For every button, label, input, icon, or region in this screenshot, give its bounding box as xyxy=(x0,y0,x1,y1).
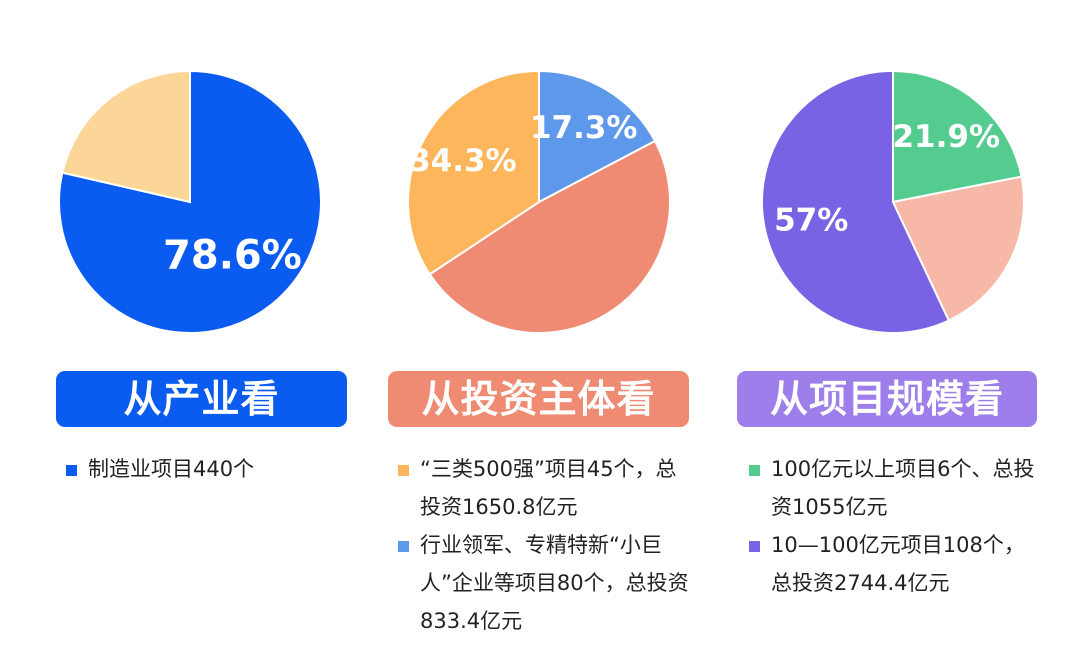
scale-pie-chart: 21.9% 57% xyxy=(761,69,1025,334)
legend-text: 100亿元以上项目6个、总投资1055亿元 xyxy=(771,457,1035,519)
pie-slice xyxy=(892,69,1023,204)
pie-slice-label: 34.3% xyxy=(409,143,517,179)
pie-slice-label: 17.3% xyxy=(530,110,638,146)
industry-pie-chart: 78.6% xyxy=(58,69,322,334)
investor-panel: 17.3% 34.3% 从投资主体看 “三类500强”项目45个，总投资1650.… xyxy=(369,0,709,669)
pie-slice xyxy=(761,69,951,334)
legend-item-top500: “三类500强”项目45个，总投资1650.8亿元 xyxy=(394,450,694,526)
legend-swatch-green xyxy=(749,465,760,476)
scale-notes: 100亿元以上项目6个、总投资1055亿元 10—100亿元项目108个，总投资… xyxy=(745,450,1045,602)
pie-slice xyxy=(407,69,540,276)
pie-slice xyxy=(891,175,1025,322)
industry-panel: 78.6% 从产业看 制造业项目440个 xyxy=(20,0,360,669)
legend-item-little-giant: 行业领军、专精特新“小巨人”企业等项目80个，总投资833.4亿元 xyxy=(394,526,694,640)
investor-pie-chart: 17.3% 34.3% xyxy=(407,69,671,334)
legend-swatch-blue xyxy=(66,465,77,476)
legend-item-over-100: 100亿元以上项目6个、总投资1055亿元 xyxy=(745,450,1045,526)
scale-panel: 21.9% 57% 从项目规模看 100亿元以上项目6个、总投资1055亿元 10… xyxy=(723,0,1063,669)
legend-item-manufacturing: 制造业项目440个 xyxy=(62,450,362,488)
industry-title-banner: 从产业看 xyxy=(56,371,347,427)
industry-notes: 制造业项目440个 xyxy=(62,450,362,488)
legend-item-10-100: 10—100亿元项目108个，总投资2744.4亿元 xyxy=(745,526,1045,602)
legend-text: “三类500强”项目45个，总投资1650.8亿元 xyxy=(420,457,677,519)
legend-text: 制造业项目440个 xyxy=(88,457,255,481)
investor-title-banner: 从投资主体看 xyxy=(388,371,689,427)
pie-slice-label: 57% xyxy=(774,202,848,238)
scale-title-banner: 从项目规模看 xyxy=(737,371,1037,427)
pie-slice-label: 78.6% xyxy=(163,232,302,278)
pie-slice-label: 21.9% xyxy=(892,119,1000,155)
legend-swatch-orange xyxy=(398,465,409,476)
pie-slice xyxy=(428,139,671,334)
investor-notes: “三类500强”项目45个，总投资1650.8亿元 行业领军、专精特新“小巨人”… xyxy=(394,450,694,640)
legend-text: 行业领军、专精特新“小巨人”企业等项目80个，总投资833.4亿元 xyxy=(420,533,689,633)
pie-slice xyxy=(538,69,657,204)
pie-slice xyxy=(61,69,191,204)
legend-swatch-purple xyxy=(749,541,760,552)
legend-swatch-blue xyxy=(398,541,409,552)
legend-text: 10—100亿元项目108个，总投资2744.4亿元 xyxy=(771,533,1025,595)
pie-slice xyxy=(58,69,322,334)
